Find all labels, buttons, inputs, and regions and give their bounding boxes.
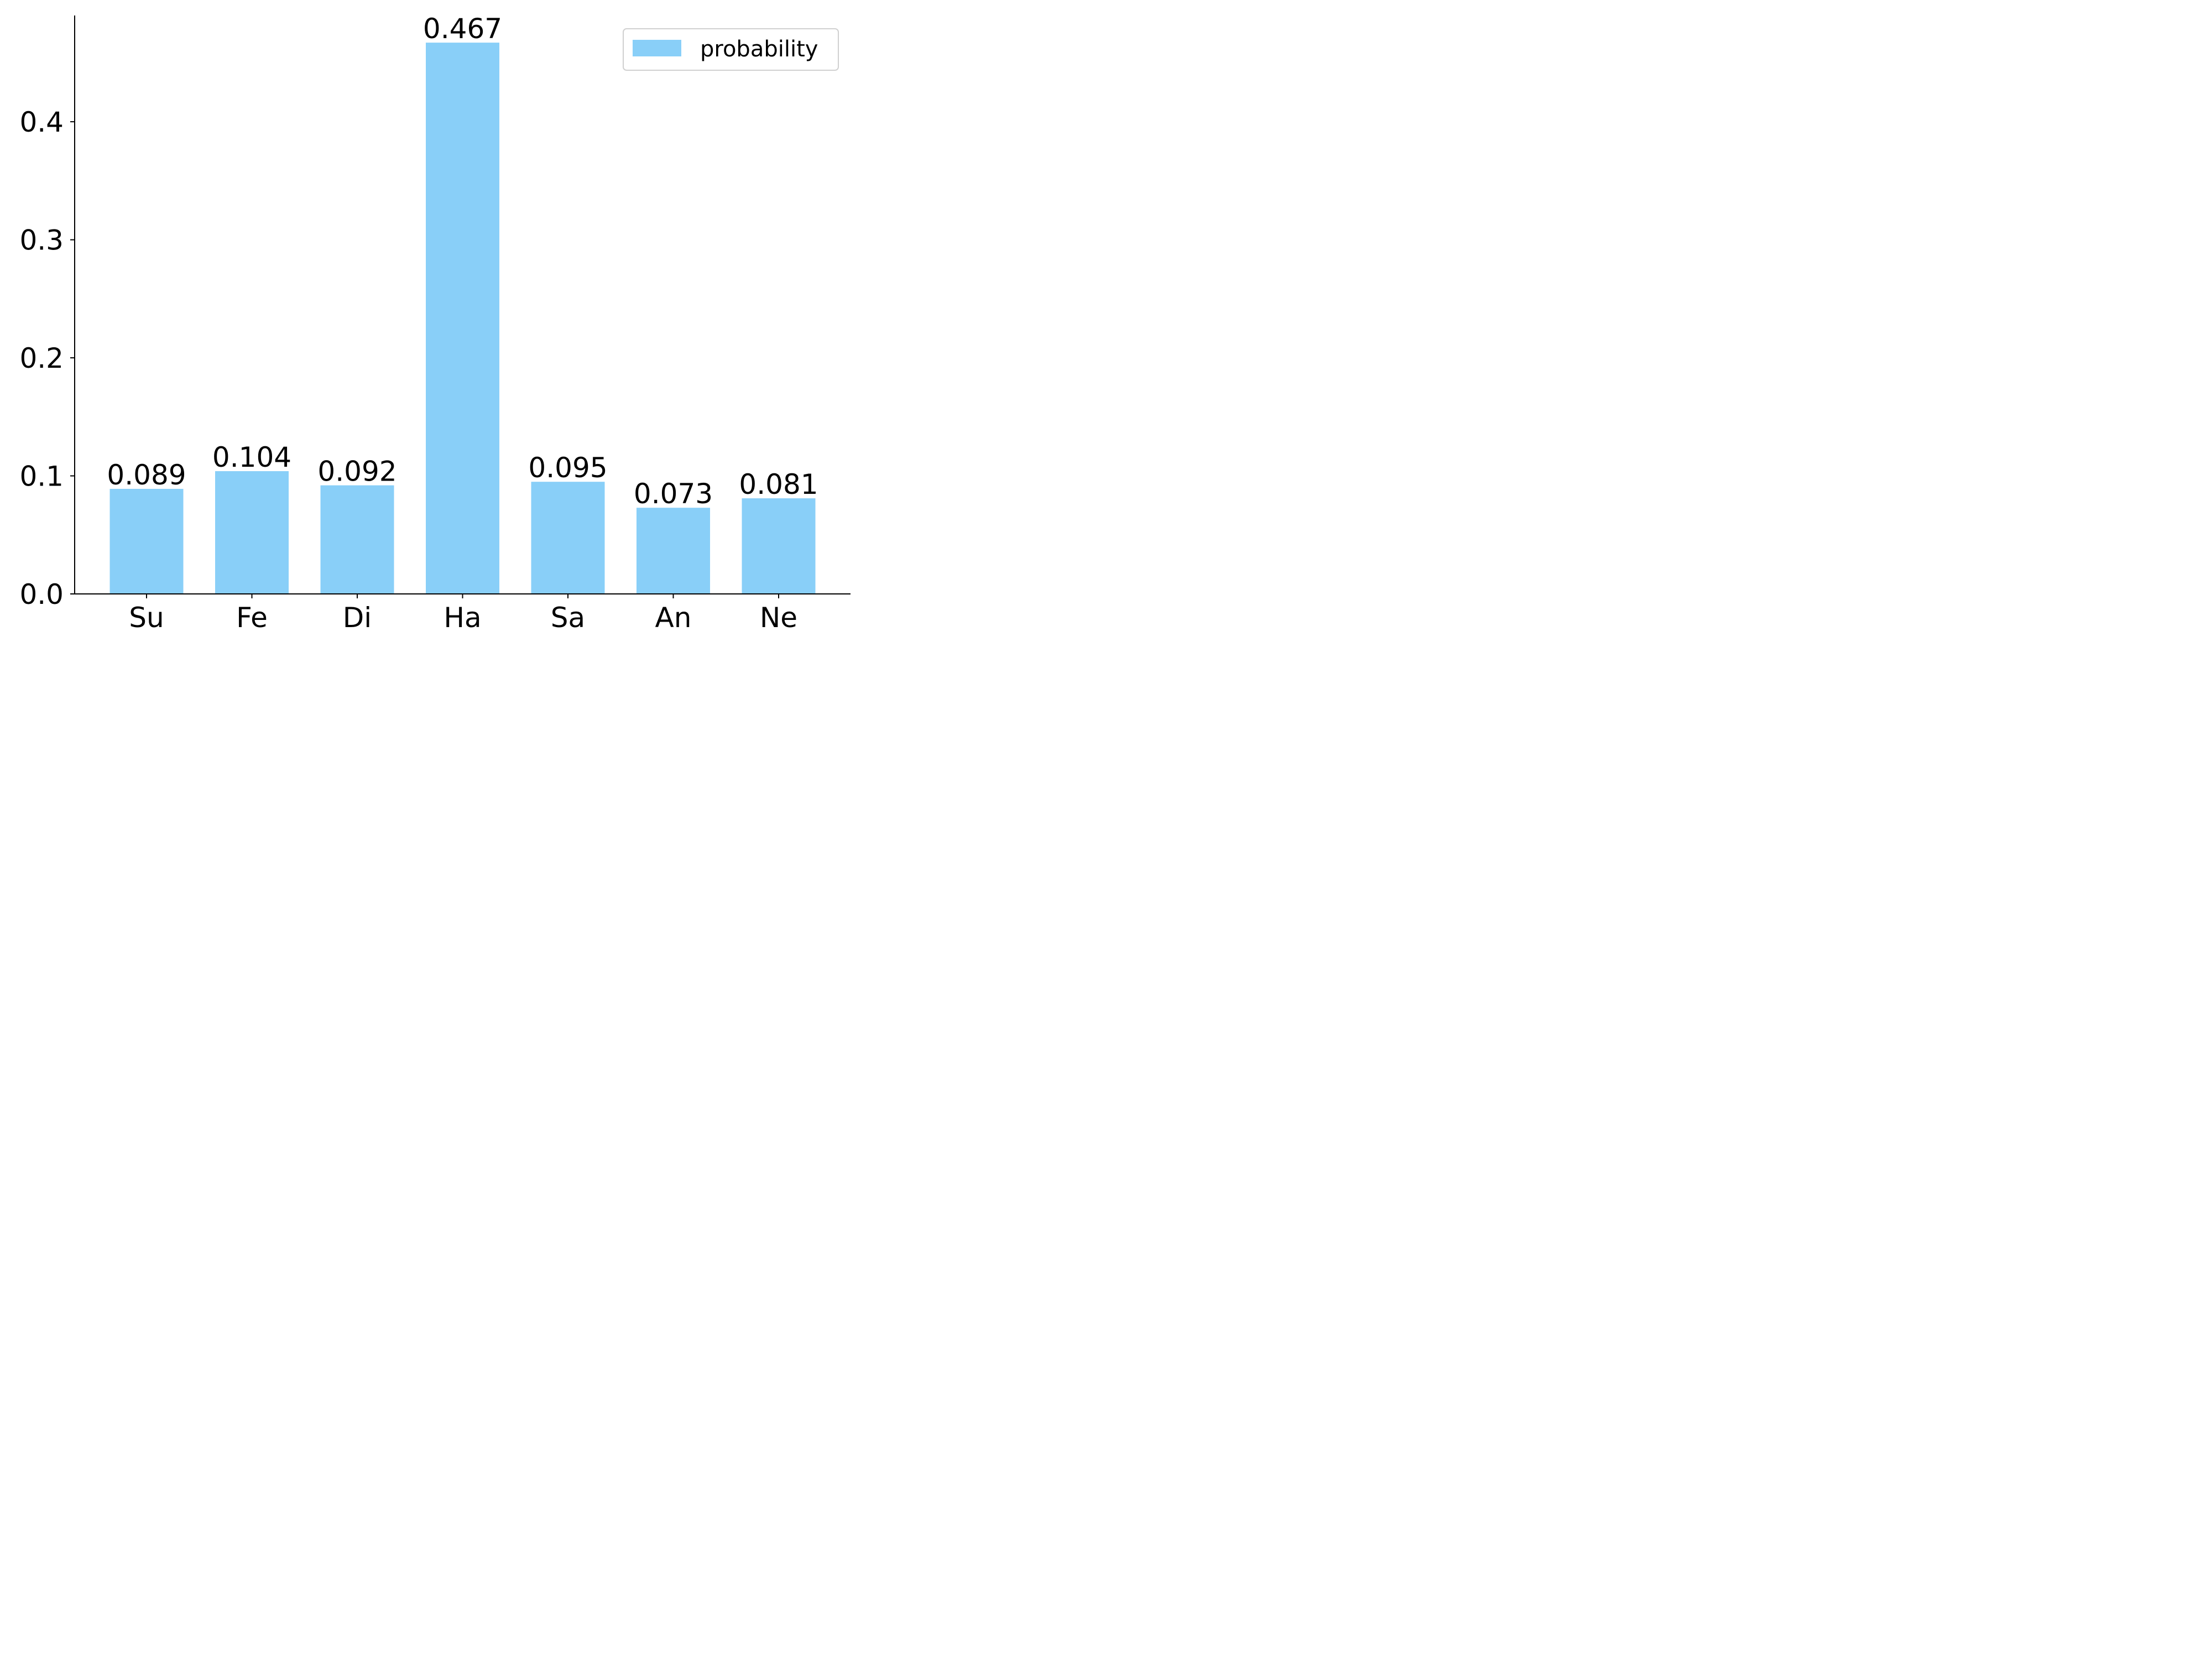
bar-an — [637, 508, 710, 594]
y-tick-label: 0.2 — [19, 342, 64, 374]
x-tick-label-ha: Ha — [444, 602, 481, 634]
bar-su — [109, 489, 184, 594]
data-label-di: 0.092 — [317, 456, 397, 488]
data-label-ha: 0.467 — [423, 13, 502, 45]
bars-group — [109, 43, 816, 594]
x-ticks-group: Su Fe Di Ha Sa An Ne — [129, 594, 797, 634]
data-label-ne: 0.081 — [739, 468, 818, 500]
x-tick-label-an: An — [655, 602, 692, 634]
legend-label: probability — [700, 36, 818, 62]
x-tick-label-su: Su — [129, 602, 164, 634]
bar-sa — [531, 482, 605, 594]
data-label-fe: 0.104 — [212, 441, 291, 473]
legend-swatch — [633, 40, 681, 56]
x-tick-label-di: Di — [343, 602, 372, 634]
data-labels-group: 0.089 0.104 0.092 0.467 0.095 0.073 0.081 — [107, 13, 818, 510]
y-tick-label: 0.3 — [19, 225, 64, 257]
x-tick-label-ne: Ne — [760, 602, 797, 634]
bar-di — [320, 485, 394, 594]
y-tick-label: 0.1 — [19, 461, 64, 493]
y-ticks-group: 0.0 0.1 0.2 0.3 0.4 — [19, 106, 75, 611]
data-label-an: 0.073 — [634, 478, 713, 510]
x-tick-label-sa: Sa — [551, 602, 585, 634]
bar-fe — [215, 471, 289, 594]
y-tick-label: 0.4 — [19, 106, 64, 138]
bar-ha — [426, 43, 499, 594]
x-tick-label-fe: Fe — [236, 602, 268, 634]
data-label-sa: 0.095 — [528, 452, 607, 484]
legend: probability — [623, 28, 839, 71]
y-tick-label: 0.0 — [19, 578, 64, 611]
bar-ne — [742, 498, 816, 594]
legend-frame — [623, 28, 839, 71]
data-label-su: 0.089 — [107, 459, 186, 491]
